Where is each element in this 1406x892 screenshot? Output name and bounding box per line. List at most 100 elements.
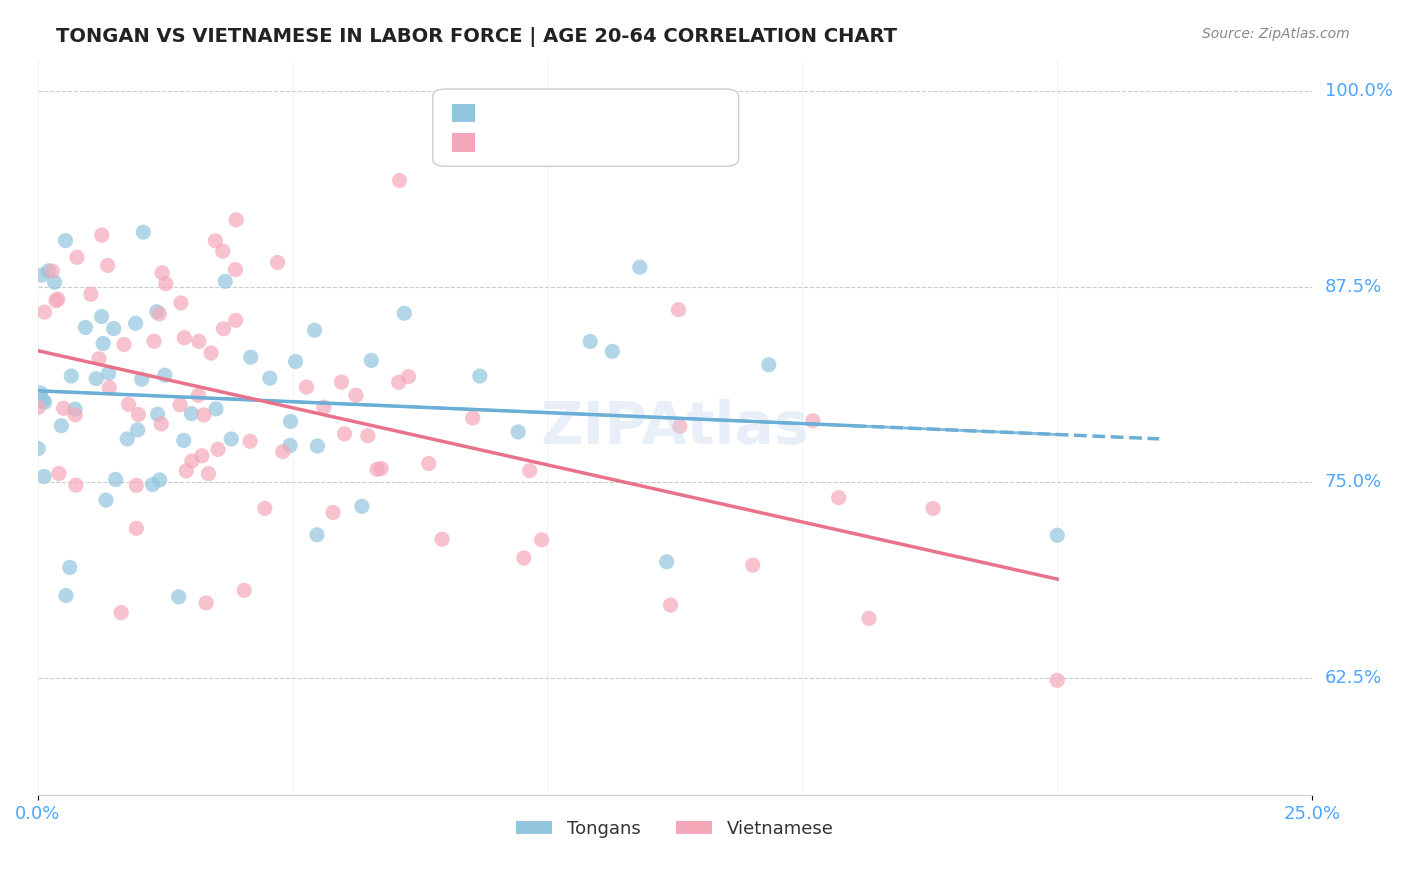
Point bbox=[193, 408, 215, 422]
Text: R =: R = bbox=[478, 133, 513, 151]
Point bbox=[207, 442, 229, 457]
Point bbox=[65, 408, 87, 422]
Point bbox=[655, 555, 678, 569]
Point bbox=[758, 358, 780, 372]
Point bbox=[668, 302, 690, 317]
Point bbox=[125, 478, 148, 492]
Point bbox=[187, 334, 209, 349]
Point bbox=[225, 212, 247, 227]
Point bbox=[922, 501, 945, 516]
Point bbox=[430, 532, 453, 546]
Point bbox=[513, 551, 536, 566]
Point bbox=[127, 408, 149, 422]
Text: 75.0%: 75.0% bbox=[1324, 474, 1382, 491]
Point bbox=[30, 386, 52, 401]
Point bbox=[295, 380, 318, 394]
Point bbox=[27, 401, 49, 415]
Point bbox=[388, 376, 411, 390]
Point bbox=[52, 401, 75, 416]
Point bbox=[307, 439, 329, 453]
Point bbox=[32, 469, 55, 483]
Point bbox=[127, 423, 149, 437]
Point bbox=[90, 228, 112, 243]
Point bbox=[146, 407, 169, 421]
Point bbox=[174, 464, 197, 478]
Point bbox=[461, 411, 484, 425]
Point bbox=[60, 369, 83, 384]
Text: 62.5%: 62.5% bbox=[1324, 669, 1382, 687]
Point bbox=[828, 491, 851, 505]
Text: TONGAN VS VIETNAMESE IN LABOR FORCE | AGE 20-64 CORRELATION CHART: TONGAN VS VIETNAMESE IN LABOR FORCE | AG… bbox=[56, 27, 897, 46]
Point bbox=[34, 395, 56, 409]
Point bbox=[225, 313, 247, 327]
Point bbox=[360, 353, 382, 368]
Text: N =: N = bbox=[592, 103, 628, 121]
Point bbox=[91, 336, 114, 351]
Point bbox=[142, 477, 165, 491]
Point bbox=[305, 528, 328, 542]
Point bbox=[117, 397, 139, 411]
Point bbox=[212, 322, 235, 336]
Point bbox=[104, 473, 127, 487]
Point bbox=[1046, 528, 1069, 542]
Point bbox=[239, 350, 262, 364]
Point bbox=[75, 320, 97, 334]
Point bbox=[602, 344, 624, 359]
Point bbox=[357, 428, 380, 442]
Point bbox=[51, 418, 73, 433]
Text: ZIPAtlas: ZIPAtlas bbox=[540, 399, 810, 456]
Point bbox=[27, 442, 49, 456]
Point bbox=[398, 369, 420, 384]
Point bbox=[284, 354, 307, 368]
Point bbox=[59, 560, 82, 574]
Point bbox=[468, 369, 491, 384]
Point bbox=[204, 234, 226, 248]
Point bbox=[48, 467, 70, 481]
Point bbox=[148, 307, 170, 321]
Point bbox=[173, 331, 195, 345]
Point bbox=[45, 293, 67, 308]
Point bbox=[344, 388, 367, 402]
Point bbox=[530, 533, 553, 547]
Point bbox=[668, 419, 690, 434]
Point bbox=[741, 558, 763, 573]
Point bbox=[659, 598, 682, 612]
Point bbox=[187, 388, 209, 402]
Text: 100.0%: 100.0% bbox=[1324, 82, 1393, 100]
Point bbox=[117, 432, 139, 446]
Point bbox=[55, 589, 77, 603]
Point bbox=[34, 305, 56, 319]
Point bbox=[155, 277, 177, 291]
Point bbox=[370, 461, 392, 475]
Point bbox=[394, 306, 416, 320]
FancyBboxPatch shape bbox=[433, 89, 738, 166]
Point bbox=[150, 266, 173, 280]
Point bbox=[266, 255, 288, 269]
Bar bbox=[451, 103, 475, 122]
Point bbox=[112, 337, 135, 351]
Text: 87.5%: 87.5% bbox=[1324, 277, 1382, 295]
Point bbox=[98, 381, 121, 395]
Point bbox=[55, 234, 77, 248]
Point bbox=[579, 334, 602, 349]
Point bbox=[167, 590, 190, 604]
Point bbox=[38, 264, 60, 278]
Text: -0.458: -0.458 bbox=[516, 133, 575, 151]
Point bbox=[145, 304, 167, 318]
Point bbox=[132, 225, 155, 239]
Point bbox=[628, 260, 651, 275]
Point bbox=[388, 173, 411, 187]
Point bbox=[125, 521, 148, 535]
Point bbox=[858, 611, 880, 625]
Point bbox=[90, 310, 112, 324]
Point bbox=[94, 493, 117, 508]
Point bbox=[63, 402, 86, 417]
Text: 57: 57 bbox=[630, 103, 654, 121]
Point bbox=[278, 438, 301, 452]
Point bbox=[191, 449, 214, 463]
Point bbox=[143, 334, 166, 349]
Text: N =: N = bbox=[592, 133, 628, 151]
Point bbox=[508, 425, 530, 439]
Point bbox=[169, 398, 191, 412]
Point bbox=[31, 268, 53, 283]
